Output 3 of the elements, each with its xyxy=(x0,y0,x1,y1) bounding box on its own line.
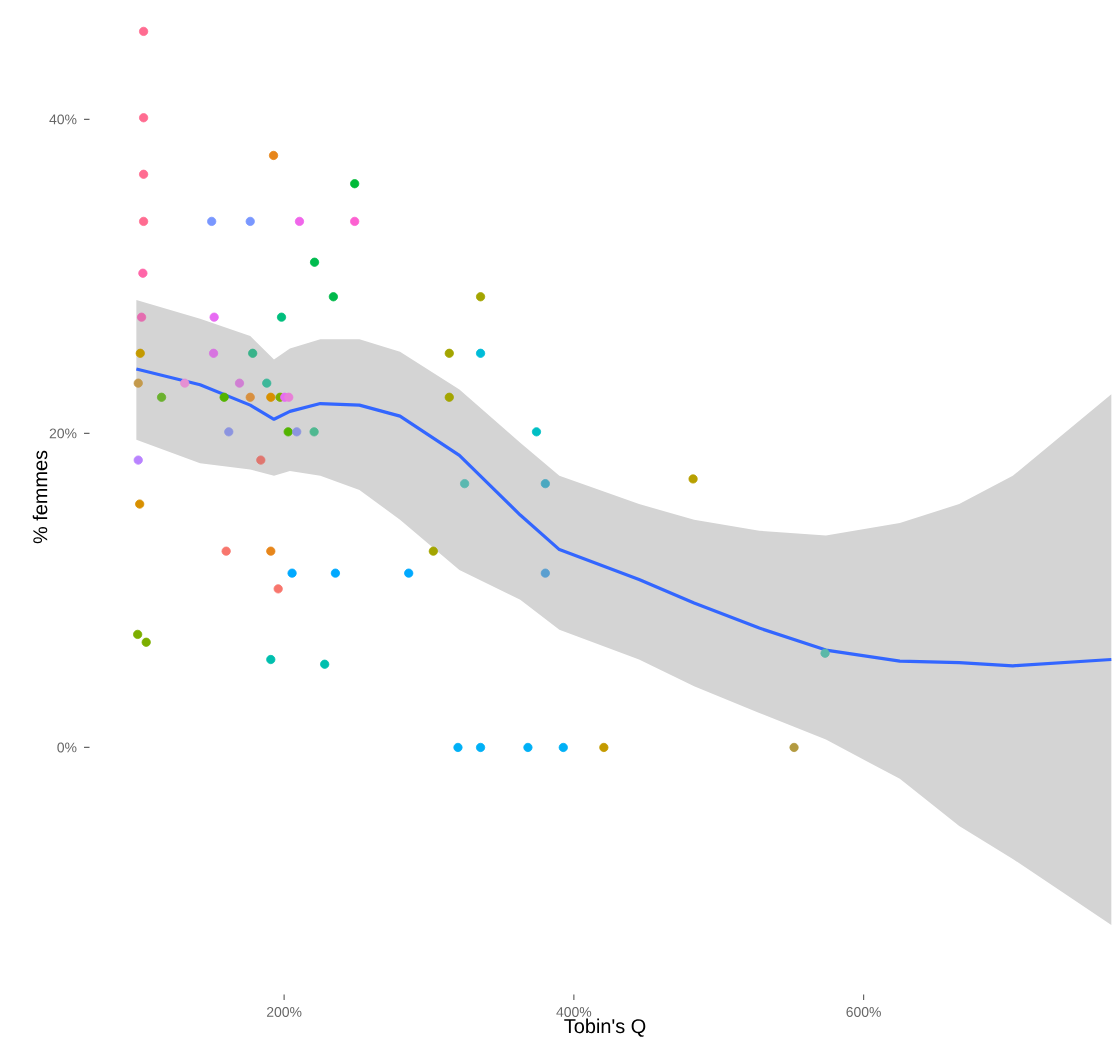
y-axis-title: % femmes xyxy=(32,450,48,544)
x-axis-title: Tobin's Q xyxy=(564,1018,646,1037)
line-series xyxy=(134,367,1113,668)
